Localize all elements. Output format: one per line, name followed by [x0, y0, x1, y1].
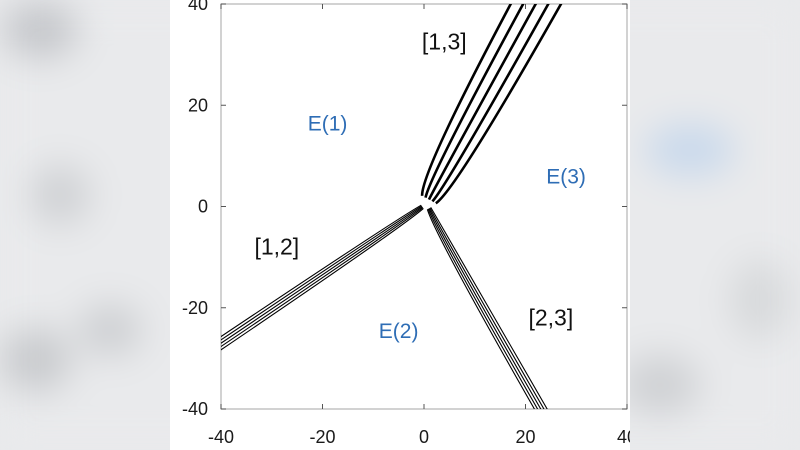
- boundary-curve: [424, 4, 525, 198]
- boundary-label: [1,2]: [254, 234, 299, 260]
- boundary-curve: [221, 207, 424, 348]
- boundary-label: [1,3]: [422, 29, 467, 55]
- x-tick-label: 0: [419, 427, 429, 447]
- region-label: E(2): [379, 320, 419, 343]
- boundary-curve: [221, 208, 424, 351]
- boundary-curves: [221, 4, 563, 409]
- boundary-curve: [427, 208, 539, 409]
- boundary-curve: [435, 4, 563, 205]
- boundary-curve: [221, 204, 422, 338]
- region-label: E(1): [308, 113, 348, 136]
- boundary-curve: [221, 206, 423, 344]
- y-tick-label: 0: [198, 197, 208, 217]
- boundary-curve: [221, 205, 423, 341]
- y-tick-label: 40: [188, 0, 208, 14]
- boundary-curve: [430, 207, 548, 409]
- boundary-curve: [428, 208, 542, 409]
- region-label: E(3): [546, 166, 586, 189]
- y-tick-label: -40: [182, 399, 208, 419]
- x-tick-label: -40: [208, 427, 234, 447]
- boundary-label: [2,3]: [528, 304, 573, 330]
- plot-frame: [220, 3, 628, 410]
- boundary-curve: [427, 4, 538, 201]
- boundary-curve: [426, 209, 536, 409]
- y-tick-label: -20: [182, 298, 208, 318]
- boundary-curve: [429, 207, 545, 409]
- plot-area: -40 -20 0 20 40 -40 -20 0 20 40 E(1) E(2) E(3) [1,3] […: [182, 0, 630, 447]
- figure-card: -40 -20 0 20 40 -40 -20 0 20 40 E(1) E(2) E(3) [1,3] […: [170, 0, 630, 450]
- x-tick-label: -20: [309, 427, 335, 447]
- boundary-curve: [420, 4, 513, 196]
- y-tick-label: 20: [188, 95, 208, 115]
- boundary-curve: [431, 4, 550, 203]
- x-tick-label: 40: [617, 427, 630, 447]
- x-tick-label: 20: [515, 427, 535, 447]
